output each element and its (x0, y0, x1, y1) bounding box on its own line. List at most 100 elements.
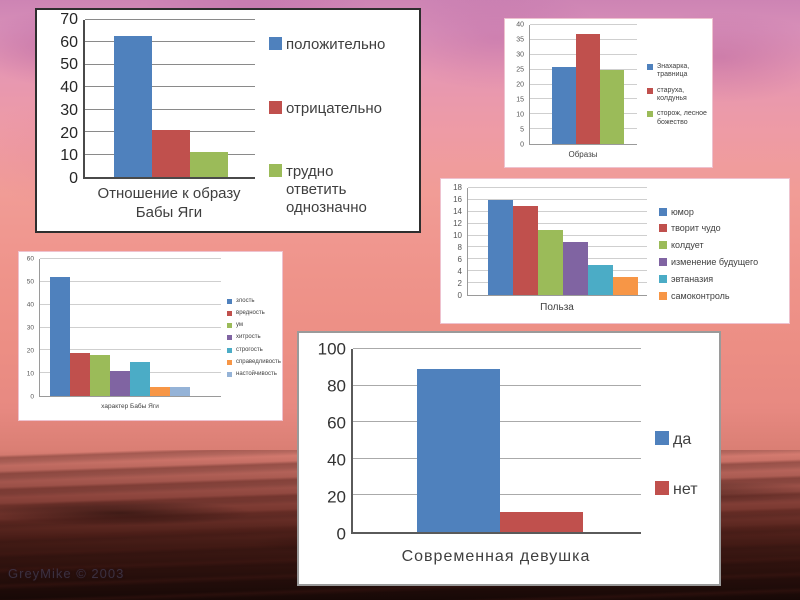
gridline (530, 24, 637, 25)
gridline (468, 187, 647, 188)
gridline (468, 210, 647, 212)
y-axis-tick-label: 4 (457, 267, 462, 276)
watermark: GreyMike © 2003 (8, 566, 125, 581)
y-axis-tick-label: 30 (60, 101, 78, 119)
y-axis-tick-label: 40 (516, 21, 524, 29)
legend-item: Знахарка, травница (647, 63, 707, 80)
bars-group (40, 259, 221, 396)
bar-3 (110, 370, 130, 396)
legend-item: положительно (269, 36, 411, 54)
y-axis-tick-label: 10 (26, 369, 34, 377)
x-axis-title: Образы (568, 150, 598, 159)
gridline (40, 280, 221, 282)
y-axis-tick-label: 10 (516, 111, 524, 119)
y-axis-tick-label: 0 (457, 291, 462, 300)
bar-0 (488, 199, 513, 295)
y-axis-tick-label: 0 (69, 170, 78, 187)
legend-label: самоконтроль (671, 290, 730, 301)
legend-label: злость (236, 297, 255, 304)
y-axis-tick-label: 15 (516, 96, 524, 104)
gridline (468, 222, 647, 224)
legend-swatch-icon (659, 258, 667, 266)
gridline (40, 258, 221, 259)
bars-group (468, 188, 647, 295)
y-axis-tick-label: 40 (26, 300, 34, 308)
legend: Знахарка, травница старуха, колдунья сторо… (637, 25, 709, 165)
legend-label: сторож, лесное божество (657, 110, 707, 126)
y-axis: 0 10 20 30 40 50 60 70 (37, 12, 83, 187)
legend: положительно отрицательно трудно ответить … (255, 20, 413, 229)
legend-swatch-icon (659, 274, 667, 283)
gridline (85, 63, 255, 65)
plot-area (467, 187, 647, 296)
y-axis-tick-label: 18 (453, 183, 462, 192)
bar-1 (576, 33, 600, 144)
y-axis-tick-label: 40 (60, 79, 78, 97)
legend-swatch-icon (227, 347, 232, 353)
y-axis-tick-label: 80 (327, 376, 346, 396)
bar-0 (50, 277, 70, 396)
plot-area (529, 24, 637, 145)
legend-item: изменение будущего (659, 257, 783, 268)
bar-2 (538, 229, 563, 295)
legend-label: хитрость (236, 334, 261, 341)
gridline (468, 198, 647, 200)
bar-5 (613, 277, 638, 295)
legend-swatch-icon (227, 359, 232, 365)
bar-2 (600, 69, 624, 144)
legend-item: справедливость (227, 359, 281, 366)
y-axis-tick-label: 10 (453, 231, 462, 240)
y-axis-tick-label: 8 (457, 243, 462, 252)
y-axis: 0 20 40 60 80 100 (299, 341, 351, 543)
chart-images: 0 5 10 15 20 25 30 35 40 Образы Знахарка, травни… (504, 18, 713, 168)
legend-label: творит чудо (671, 223, 721, 234)
legend-label: справедливость (236, 358, 281, 365)
legend-label: юмор (671, 206, 694, 217)
bar-5 (150, 386, 170, 396)
y-axis-tick-label: 14 (453, 207, 462, 216)
legend-label: ум (236, 322, 244, 329)
gridline (40, 326, 221, 328)
bar-0 (552, 66, 576, 144)
legend-swatch-icon (659, 224, 667, 233)
legend-item: настойчивость (227, 371, 281, 378)
legend-swatch-icon (227, 371, 232, 377)
bar-0 (417, 369, 500, 532)
y-axis-tick-label: 16 (453, 195, 462, 204)
y-axis: 0 2 4 6 8 10 12 14 16 18 (441, 184, 467, 300)
chart-modern-girl: 0 20 40 60 80 100 Современная девушка да нет (297, 331, 721, 586)
legend-item: да (655, 430, 711, 449)
gridline (85, 19, 255, 20)
legend-label: положительно (286, 36, 386, 53)
y-axis-tick-label: 60 (327, 413, 346, 433)
y-axis-tick-label: 0 (30, 392, 34, 400)
y-axis-tick-label: 6 (457, 255, 462, 265)
legend-label: вредность (236, 310, 265, 317)
legend-item: эвтаназия (659, 274, 783, 285)
chart-character-of-baba-yaga: 0 10 20 30 40 50 60 характер Бабы Яги злость вр… (18, 251, 283, 421)
legend-swatch-icon (269, 164, 282, 177)
legend-label: строгость (236, 346, 263, 353)
legend-swatch-icon (227, 311, 232, 317)
bar-1 (70, 352, 90, 396)
legend-swatch-icon (647, 87, 653, 94)
y-axis-tick-label: 30 (516, 51, 524, 59)
legend-swatch-icon (659, 291, 667, 300)
legend-label: отрицательно (286, 99, 382, 117)
y-axis-tick-label: 20 (60, 124, 78, 142)
y-axis-tick-label: 30 (26, 323, 34, 331)
y-axis-tick-label: 60 (60, 33, 78, 51)
bar-6 (170, 386, 190, 396)
y-axis-tick-label: 20 (26, 346, 34, 354)
legend-item: нет (655, 480, 711, 499)
legend-item: трудно ответить однозначно (269, 163, 411, 217)
x-axis-title: Современная девушка (401, 548, 591, 565)
y-axis-tick-label: 12 (453, 219, 462, 229)
legend-item: старуха, колдунья (647, 87, 707, 104)
plot-area (351, 348, 641, 534)
legend-item: вредность (227, 310, 281, 317)
y-axis: 0 10 20 30 40 50 60 (19, 255, 39, 399)
legend-swatch-icon (647, 111, 653, 118)
y-axis-tick-label: 100 (317, 339, 346, 359)
